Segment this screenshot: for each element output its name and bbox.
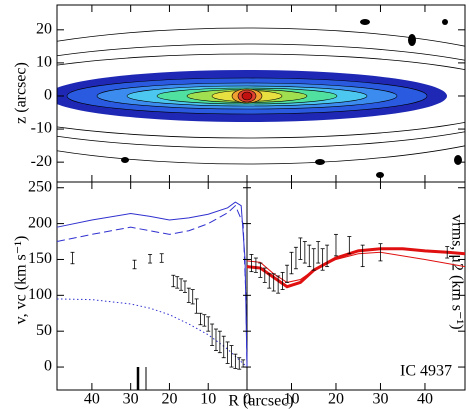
contour-image [57,19,465,178]
line [56,204,248,368]
y-tick-label: -10 [31,120,52,137]
x-tick-label: 10 [200,391,216,408]
y-tick-label: 10 [36,54,52,71]
y-tick-label: 100 [28,286,52,303]
y-tick-label: 200 [28,214,52,231]
y-tick-label: -20 [31,153,52,170]
x-label: R (arcsec) [228,393,293,409]
x-tick-label: 30 [123,391,139,408]
x-tick-label: 20 [161,391,177,408]
line [56,298,248,368]
y-tick-label: 150 [28,250,52,267]
x-tick-label: 20 [328,391,344,408]
y-tick-label: 250 [28,178,52,195]
y-tick-label: 20 [36,20,52,37]
right-y-label: vrms, μ2 (km s⁻¹) [448,214,465,329]
x-tick-label: 40 [84,391,100,408]
line [56,201,248,368]
left-y-label: v, vc (km s⁻¹) [13,236,30,325]
x-tick-label: 0 [243,391,251,408]
x-tick-label: 30 [372,391,388,408]
y-tick-label: 0 [44,87,52,104]
x-tick-label: 10 [283,391,299,408]
y-tick-label: 0 [44,358,52,375]
x-tick-label: 40 [417,391,433,408]
line [246,251,466,283]
annotation: IC 4937 [400,363,452,380]
bottom-frame [56,181,466,391]
top-y-label: z (arcsec) [13,62,30,124]
y-tick-label: 50 [36,322,52,339]
